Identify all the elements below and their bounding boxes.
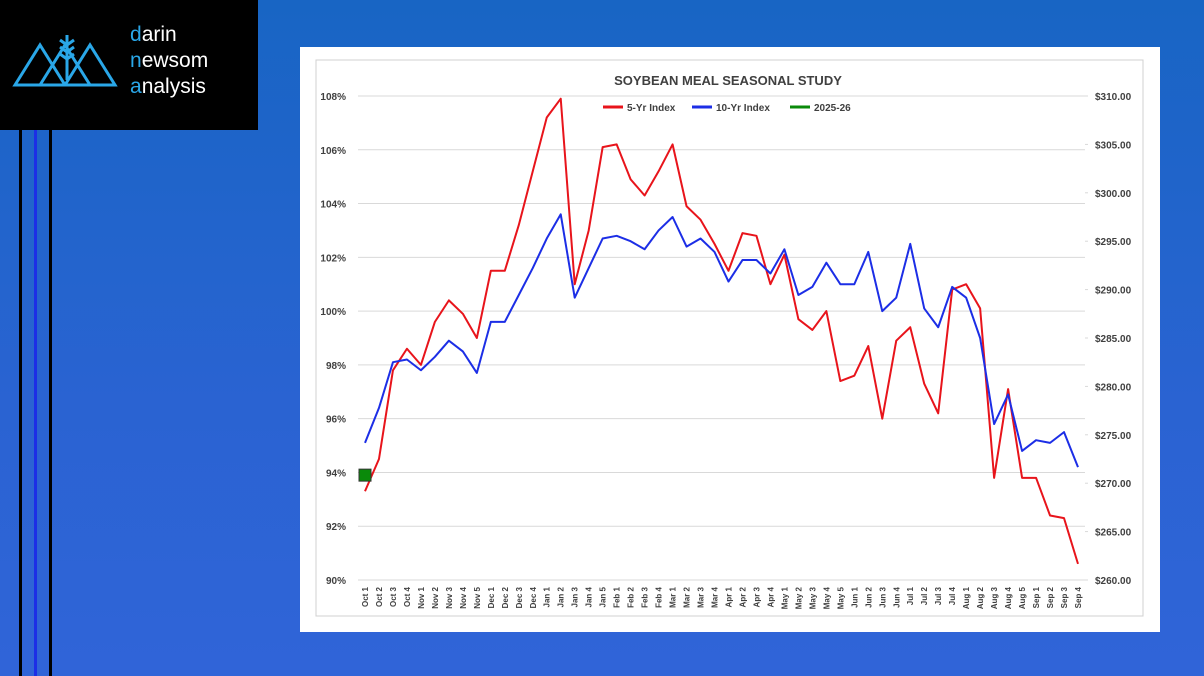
legend-label: 2025-26 (814, 103, 851, 114)
x-tick-label: Jun 3 (878, 586, 887, 607)
logo-line: analysis (130, 75, 206, 98)
x-tick-label: Mar 1 (669, 586, 678, 607)
x-tick-label: Apr 4 (766, 586, 775, 607)
x-tick-label: Nov 1 (417, 586, 426, 608)
x-tick-label: Jan 5 (599, 586, 608, 607)
y2-tick-label: $260.00 (1095, 576, 1132, 587)
x-tick-label: Jan 2 (557, 586, 566, 607)
y-tick-label: 100% (320, 307, 346, 318)
y2-tick-label: $270.00 (1095, 479, 1132, 490)
x-tick-label: Aug 5 (1018, 586, 1027, 609)
x-tick-label: Feb 4 (655, 586, 664, 607)
x-tick-label: Aug 3 (990, 586, 999, 609)
y2-tick-label: $300.00 (1095, 189, 1132, 200)
decor-line (49, 130, 52, 676)
legend-label: 5-Yr Index (627, 103, 676, 114)
logo: darin newsom analysis (0, 0, 258, 130)
x-tick-label: Oct 1 (361, 586, 370, 607)
y2-tick-label: $285.00 (1095, 334, 1132, 345)
x-tick-label: Jan 4 (585, 586, 594, 607)
chart: SOYBEAN MEAL SEASONAL STUDY 90% 92% 94% 96%… (315, 59, 1144, 617)
x-tick-label: Jun 1 (850, 586, 859, 607)
x-tick-label: Apr 1 (724, 586, 733, 607)
chart-panel: SOYBEAN MEAL SEASONAL STUDY 90% 92% 94% 96%… (300, 47, 1160, 632)
y-tick-label: 106% (320, 146, 346, 157)
x-tick-label: Jun 2 (864, 586, 873, 607)
x-tick-label: May 4 (822, 586, 831, 609)
y-tick-label: 92% (326, 522, 346, 533)
x-tick-label: May 1 (780, 586, 789, 609)
x-tick-label: Sep 3 (1060, 586, 1069, 608)
x-tick-label: Dec 2 (501, 586, 510, 608)
x-tick-label: May 2 (794, 586, 803, 609)
x-tick-label: Oct 4 (403, 586, 412, 607)
x-tick-label: Jun 4 (892, 586, 901, 607)
x-tick-label: Nov 4 (459, 586, 468, 608)
x-tick-label: Dec 3 (515, 586, 524, 608)
x-tick-label: Nov 2 (431, 586, 440, 608)
x-tick-label: Sep 2 (1046, 586, 1055, 608)
x-tick-label: Feb 3 (641, 586, 650, 607)
x-tick-label: Jan 3 (571, 586, 580, 607)
x-tick-label: Aug 1 (962, 586, 971, 609)
x-tick-label: Mar 2 (683, 586, 692, 607)
y-tick-label: 90% (326, 576, 346, 587)
x-tick-label: Jul 3 (934, 586, 943, 605)
decor-line (19, 130, 22, 676)
x-tick-label: Aug 2 (976, 586, 985, 609)
x-tick-label: Nov 5 (473, 586, 482, 608)
x-tick-label: Nov 3 (445, 586, 454, 608)
x-tick-label: Feb 1 (613, 586, 622, 607)
x-tick-label: Mar 4 (711, 586, 720, 607)
x-tick-label: Apr 2 (738, 586, 747, 607)
plot-border (315, 59, 1144, 617)
x-tick-label: Dec 4 (529, 586, 538, 608)
x-tick-label: Sep 1 (1032, 586, 1041, 608)
x-tick-label: Mar 3 (697, 586, 706, 607)
y2-tick-label: $280.00 (1095, 382, 1132, 393)
y-tick-label: 108% (320, 92, 346, 103)
x-tick-label: Jul 1 (906, 586, 915, 605)
x-tick-label: Apr 3 (752, 586, 761, 607)
y2-tick-label: $305.00 (1095, 140, 1132, 151)
logo-line: newsom (130, 49, 209, 72)
logo-line: darin (130, 23, 177, 46)
y2-tick-label: $275.00 (1095, 431, 1132, 442)
y2-tick-label: $290.00 (1095, 286, 1132, 297)
x-tick-label: Jul 2 (920, 586, 929, 605)
y-tick-label: 102% (320, 253, 346, 264)
y2-tick-label: $295.00 (1095, 237, 1132, 248)
legend-label: 10-Yr Index (716, 103, 770, 114)
x-tick-label: May 5 (836, 586, 845, 609)
x-tick-label: Oct 3 (389, 586, 398, 607)
x-tick-label: Dec 1 (487, 586, 496, 608)
x-tick-label: Sep 4 (1074, 586, 1083, 608)
y2-tick-label: $265.00 (1095, 528, 1132, 539)
grid (358, 95, 1085, 581)
y-tick-label: 104% (320, 200, 346, 211)
series-line (364, 97, 1079, 565)
x-tick-label: Oct 2 (375, 586, 384, 607)
chart-title: SOYBEAN MEAL SEASONAL STUDY (614, 73, 842, 88)
decor-line (34, 130, 37, 676)
series-line (364, 213, 1079, 468)
y2-tick-label: $310.00 (1095, 92, 1132, 103)
y-tick-label: 96% (326, 415, 346, 426)
x-tick-label: May 3 (808, 586, 817, 609)
y-tick-label: 94% (326, 468, 346, 479)
x-tick-label: Feb 2 (627, 586, 636, 607)
x-tick-label: Jul 4 (948, 586, 957, 605)
point-marker (358, 468, 372, 482)
x-tick-label: Aug 4 (1004, 586, 1013, 609)
x-tick-label: Jan 1 (543, 586, 552, 607)
logo-mark (12, 35, 118, 87)
logo-text: darin newsom analysis (130, 22, 208, 100)
y-tick-label: 98% (326, 361, 346, 372)
